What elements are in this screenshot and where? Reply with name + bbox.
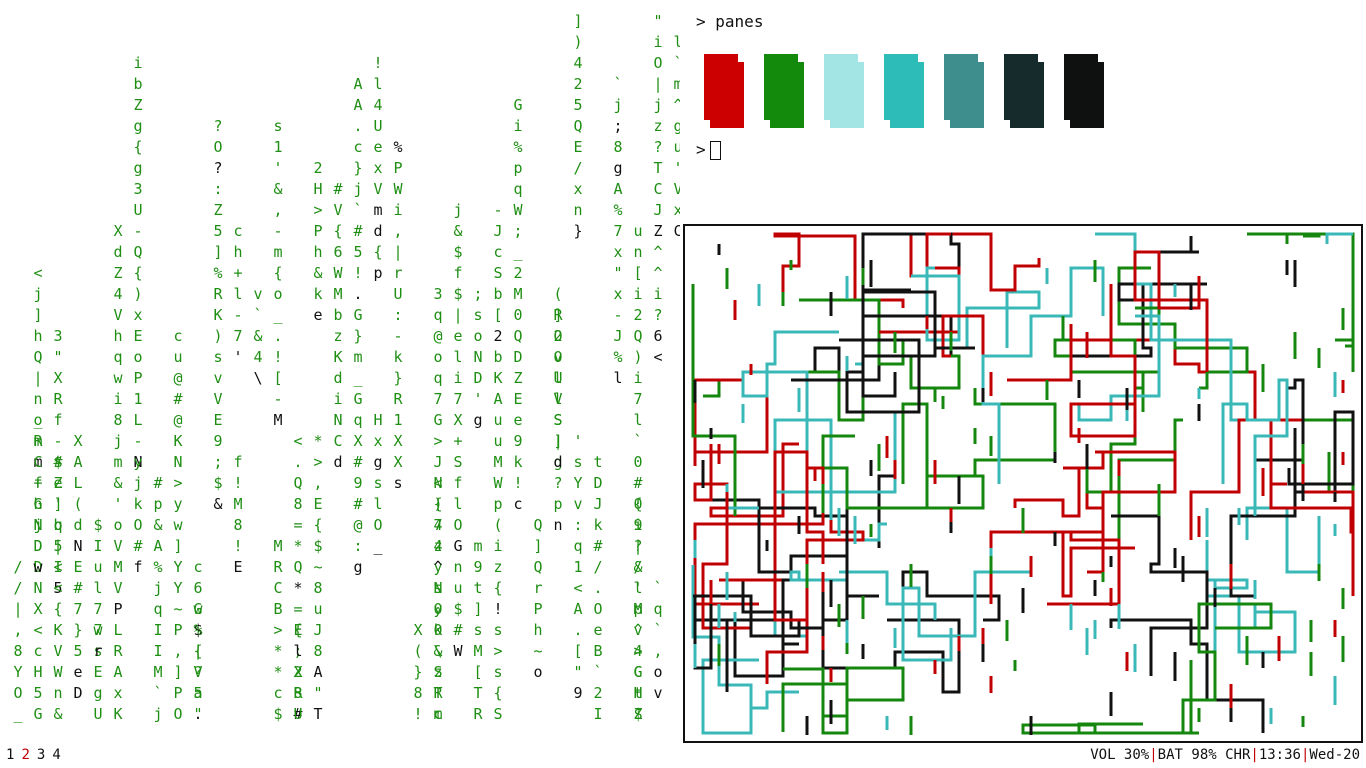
workspace-1[interactable]: 1 [6,747,15,763]
pipe-segment [839,570,937,620]
pipe-segment [1013,452,1105,518]
pipe-segment [901,388,1057,484]
pipe-segment [941,314,985,380]
color-swatch [824,54,864,128]
pipes-screensaver-pane [683,224,1363,743]
pipe-segment [821,434,985,510]
color-swatch [1004,54,1044,128]
pipe-segment [759,506,879,598]
pipe-segment [1229,436,1297,598]
pipe-segment [901,570,1031,662]
pipe-segment [901,570,1001,652]
pipe-segment [1255,378,1305,462]
pipe-segment [807,348,961,422]
separator: | [1149,747,1158,763]
pipe-segment [965,290,1041,348]
pipe-segment [783,667,849,735]
pipe-segment [1077,314,1161,422]
pipe-segment [1063,466,1105,574]
pipe-segment [709,442,799,518]
pipe-segment [821,564,961,694]
pipe-segment [1111,514,1209,676]
pipe-segment [1335,338,1355,372]
clock: 13:36 [1258,747,1301,763]
pipe-segment [1221,378,1289,516]
volume-indicator: VOL 30% [1090,747,1150,763]
pipe-segment [1159,602,1273,735]
pipe-segment [725,484,833,510]
date: Wed-20 [1309,747,1360,763]
pipe-segment [693,378,769,454]
system-status: VOL 30%|BAT 98% CHR|13:36|Wed-20 [1090,747,1360,763]
prompt-symbol: > [696,140,706,159]
color-swatch [704,54,744,128]
terminal-pane[interactable]: > panes > [690,6,1360,206]
pipe-segment [773,362,897,494]
pipe-segment [1325,232,1353,244]
pipe-segment [691,565,759,735]
pipe-segment [1133,250,1209,372]
pipe-segment [773,232,905,308]
workspace-4[interactable]: 4 [52,747,61,763]
pipe-segment [1205,578,1297,654]
pipe-segment [1007,338,1137,438]
command-text: panes [715,12,764,31]
command-line: > panes [696,12,763,31]
pipe-segment [1109,284,1287,486]
pipe-segment [839,290,975,414]
pipe-segment [1095,232,1241,468]
pipe-segment [719,484,865,622]
pipe-segment [691,364,737,516]
pipes-canvas [691,232,1355,735]
pipe-segment [691,284,721,398]
separator: | [1300,747,1310,763]
pipe-segment [1245,506,1321,574]
pipe-segment [1031,660,1199,735]
color-swatch [1064,54,1104,128]
pipe-segment [813,314,953,382]
pipe-segment [1117,266,1249,390]
pipe-segment [781,666,905,732]
pipe-segment [909,232,1041,292]
separator: | [1250,747,1259,763]
pipe-segment [1069,282,1207,358]
pipe-segment [1269,444,1355,596]
color-swatch [944,54,984,128]
pipe-segment [981,266,1105,484]
pipe-segment [1053,338,1145,412]
input-line[interactable]: > [696,140,721,160]
color-swatch [764,54,804,128]
pipe-segment [879,232,961,334]
pipe-segment [741,578,825,646]
pipe-segment [1085,306,1161,494]
workspace-3[interactable]: 3 [36,747,46,763]
pipe-segment [741,330,839,452]
workspace-2[interactable]: 2 [21,747,30,763]
color-swatch [884,54,924,128]
battery-indicator: BAT 98% CHR [1157,747,1251,763]
pipe-segment [1061,450,1177,598]
prompt-symbol: > [696,12,706,31]
text-cursor [709,141,721,160]
